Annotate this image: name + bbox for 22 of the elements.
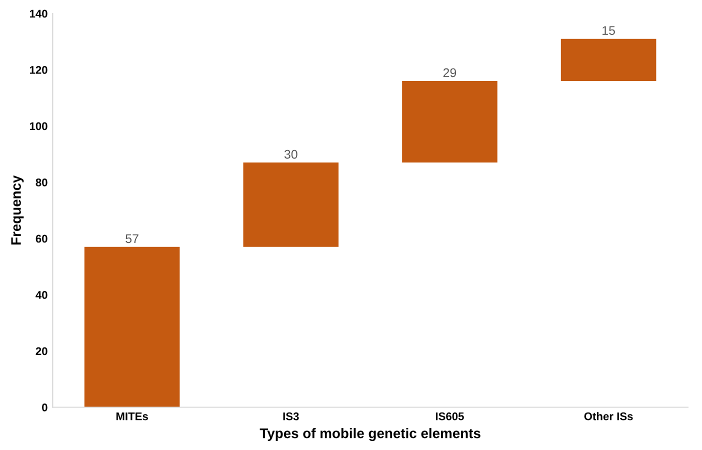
y-tick-label: 80 [36,178,48,186]
y-tick-label: 0 [42,404,48,412]
y-tick-label: 60 [36,234,48,243]
x-tick-label: IS3 [283,412,299,420]
y-tick-label: 140 [30,10,48,18]
x-axis-title: Types of mobile genetic elements [260,428,480,442]
data-label: 30 [284,150,298,159]
x-tick-label: IS605 [436,412,464,420]
data-label: 15 [602,26,615,35]
bar [84,246,180,408]
data-label: 57 [126,234,138,244]
x-tick-label: Other ISs [584,412,633,420]
y-tick-label: 120 [30,66,48,74]
y-tick-label: 20 [36,347,48,356]
bar [402,81,498,163]
x-tick-label: MITEs [116,412,148,420]
bar [560,38,656,81]
bar [243,162,339,247]
y-tick-label: 100 [30,122,48,130]
y-tick-label: 40 [36,291,48,299]
y-axis-title: Frequency [11,175,24,245]
data-label: 29 [443,68,456,78]
